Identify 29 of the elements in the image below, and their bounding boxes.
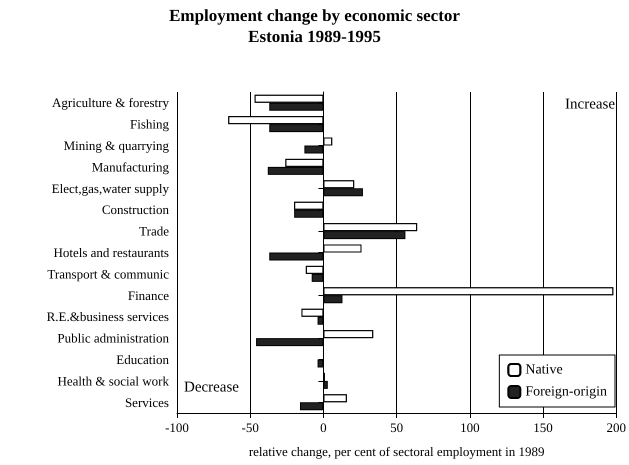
chart-subtitle: Estonia 1989-1995 bbox=[248, 27, 381, 46]
y-tick-label: Services bbox=[124, 394, 169, 410]
y-tick-label: Hotels and restaurants bbox=[53, 245, 169, 260]
y-tick-label: Elect,gas,water supply bbox=[52, 180, 170, 196]
y-tick-label: Public administration bbox=[57, 330, 170, 346]
y-tick-label: Health & social work bbox=[57, 373, 170, 388]
x-tick-label: -100 bbox=[165, 420, 189, 435]
x-tick-label: 0 bbox=[320, 420, 327, 435]
y-tick-label: Transport & communic bbox=[47, 266, 170, 282]
y-tick-label: Agriculture & forestry bbox=[52, 95, 170, 110]
y-tick-label: Manufacturing bbox=[92, 159, 170, 174]
chart-title: Employment change by economic sector bbox=[169, 6, 460, 25]
x-tick-label: 50 bbox=[390, 420, 404, 435]
x-tick-label: 100 bbox=[460, 420, 480, 435]
legend-label: Foreign-origin bbox=[525, 384, 607, 400]
y-tick-label: R.E.&business services bbox=[46, 309, 169, 324]
y-tick-label: Trade bbox=[139, 224, 170, 239]
x-tick-label: 150 bbox=[533, 420, 553, 435]
annotation: Increase bbox=[565, 96, 616, 112]
annotation: Decrease bbox=[184, 380, 240, 396]
y-tick-label: Construction bbox=[102, 202, 170, 218]
x-tick-label: -50 bbox=[242, 420, 259, 435]
x-axis-title: relative change, per cent of sectoral employment in 1989 bbox=[248, 444, 544, 459]
y-tick-label: Mining & quarrying bbox=[64, 138, 170, 153]
y-tick-label: Fishing bbox=[130, 116, 170, 132]
y-tick-label: Education bbox=[116, 352, 170, 367]
legend-label: Native bbox=[525, 362, 563, 378]
x-tick-label: 200 bbox=[606, 420, 626, 435]
y-tick-label: Finance bbox=[128, 288, 170, 303]
